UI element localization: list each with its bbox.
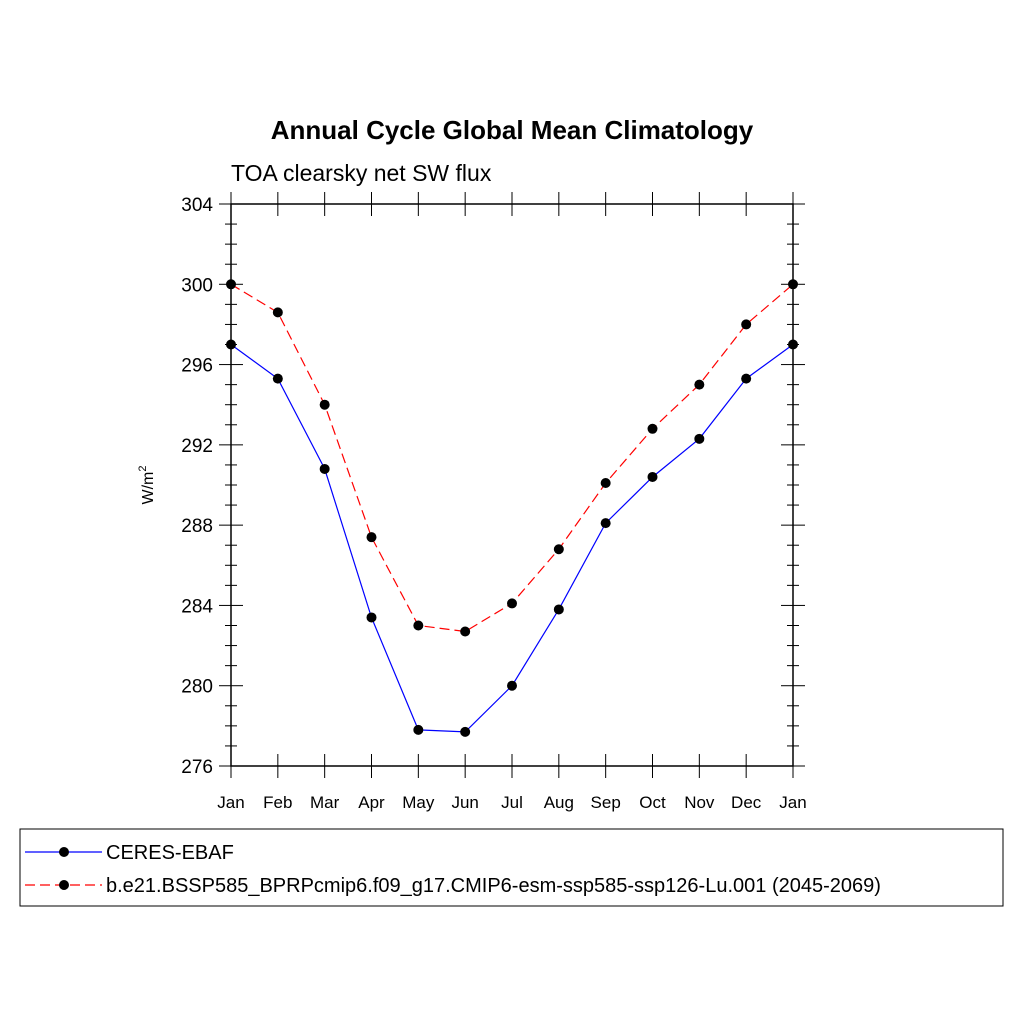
series-layer: [226, 279, 798, 737]
y-axis-label-text: W/m: [140, 472, 157, 505]
series-1-point: [272, 373, 283, 384]
series-line-2: [230, 283, 794, 633]
y-tick-label: 300: [181, 275, 213, 296]
series-2-point: [366, 532, 377, 543]
y-tick-label: 280: [181, 677, 213, 698]
chart-subtitle: TOA clearsky net SW flux: [231, 160, 492, 186]
x-tick-label: Jul: [501, 793, 523, 812]
legend-box: [19, 828, 1004, 907]
series-2-point: [553, 544, 564, 555]
series-1-point: [507, 680, 517, 691]
x-tick-label: May: [402, 793, 435, 812]
series-2-point: [600, 477, 611, 488]
y-tick-label: 284: [181, 596, 213, 617]
x-tick-label: Feb: [263, 793, 292, 812]
legend-label-1: CERES-EBAF: [106, 842, 234, 864]
x-tick-label: Dec: [731, 793, 762, 812]
series-2-point: [460, 626, 471, 637]
x-tick-label: Apr: [358, 793, 385, 812]
legend-label-2: b.e21.BSSP585_BPRPcmip6.f09_g17.CMIP6-es…: [106, 875, 881, 897]
series-line-1: [230, 344, 794, 733]
series-1-point: [553, 604, 564, 615]
chart-title: Annual Cycle Global Mean Climatology: [271, 115, 754, 145]
x-tick-label: Sep: [591, 793, 621, 812]
y-tick-label: 276: [181, 757, 213, 778]
svg-text:W/m2: W/m2: [137, 466, 157, 505]
x-tick-label: Aug: [544, 793, 574, 812]
series-1-point: [366, 612, 377, 623]
x-tick-label: Jan: [217, 793, 244, 812]
y-axis-label: W/m2: [137, 466, 157, 505]
series-2-point: [319, 399, 330, 410]
x-tick-label: Oct: [639, 793, 666, 812]
x-tick-label: Nov: [684, 793, 715, 812]
y-tick-label: 292: [181, 436, 213, 457]
series-1-point: [741, 373, 752, 384]
axis-ticks: [219, 192, 805, 778]
tick-labels: 276 280 284 288 292 296 300 304 Jan Feb Mar Apr May J…: [181, 195, 806, 812]
series-2-point: [272, 307, 283, 318]
y-tick-label: 296: [181, 356, 213, 377]
legend-marker-1: [59, 847, 69, 857]
series-2-point: [741, 319, 752, 330]
legend-marker-2: [59, 880, 69, 890]
series-2-point: [694, 379, 705, 390]
plot-frame: [230, 203, 794, 767]
series-1-point: [413, 724, 424, 735]
series-1-point: [600, 518, 611, 529]
series-2-point: [647, 423, 658, 434]
legend: CERES-EBAF b.e21.BSSP585_BPRPcmip6.f09_g1…: [25, 842, 881, 897]
series-1-point: [694, 433, 705, 444]
x-tick-label: Jun: [451, 793, 478, 812]
series-1-point: [460, 726, 471, 737]
series-2-point: [507, 598, 517, 609]
series-1-point: [647, 471, 658, 482]
y-axis-label-superscript: 2: [137, 466, 149, 472]
series-1-point: [319, 463, 330, 474]
series-2-point: [413, 620, 424, 631]
y-tick-label: 304: [181, 195, 213, 216]
x-tick-label: Mar: [310, 793, 340, 812]
x-tick-label: Jan: [779, 793, 806, 812]
y-tick-label: 288: [181, 516, 213, 537]
